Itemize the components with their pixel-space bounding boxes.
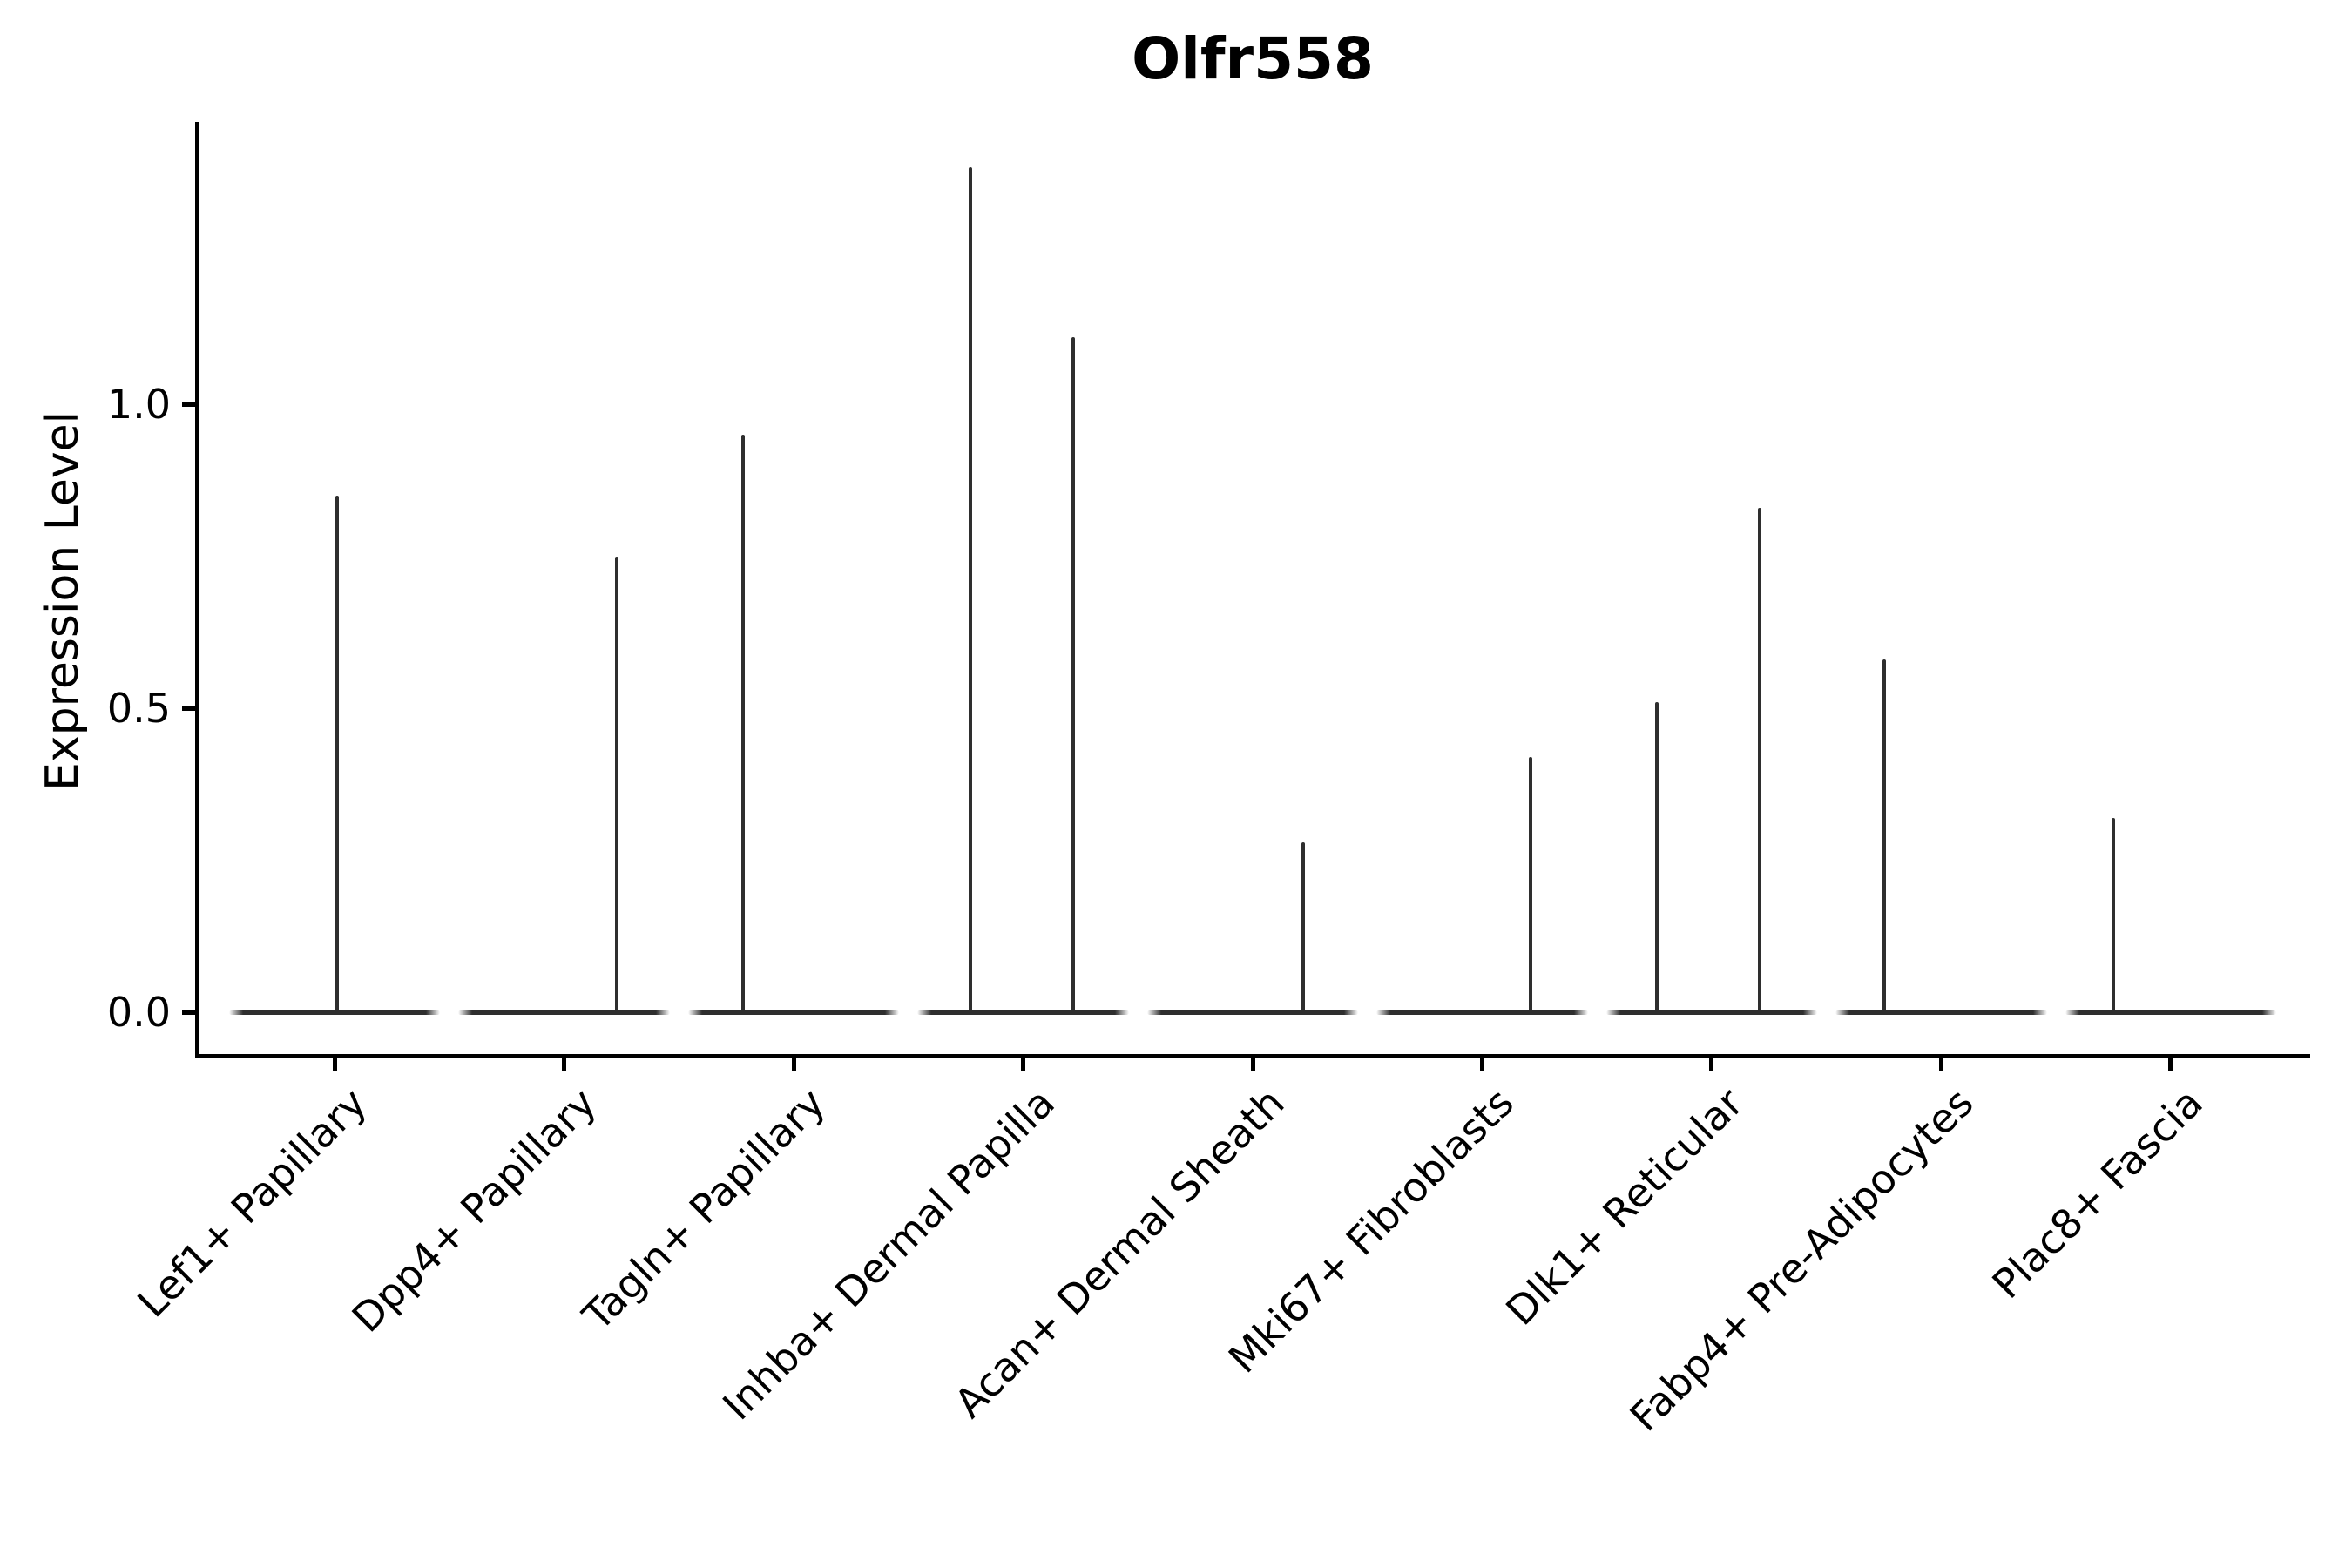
x-axis-tick (1709, 1058, 1714, 1071)
y-axis-tick-label: 0.5 (106, 685, 171, 732)
x-axis-tick (1021, 1058, 1026, 1071)
violin-base (1835, 1010, 2047, 1015)
x-axis-spine (195, 1054, 2310, 1058)
violin-spike (1528, 756, 1532, 1012)
violin-spike (1301, 841, 1305, 1012)
y-axis-label: Expression Level (37, 410, 89, 792)
violin-spike (615, 556, 619, 1012)
violin-spike (1071, 337, 1076, 1012)
y-axis-tick (182, 1010, 196, 1015)
violin-base (687, 1010, 900, 1015)
violin-base (2065, 1010, 2277, 1015)
x-axis-tick (1938, 1058, 1943, 1071)
x-axis-tick (2168, 1058, 2173, 1071)
x-axis-tick (791, 1058, 796, 1071)
violin-base (1605, 1010, 1818, 1015)
x-axis-tick (1479, 1058, 1484, 1071)
x-axis-tick (1250, 1058, 1255, 1071)
y-axis-spine (195, 122, 199, 1058)
violin-spike (2112, 817, 2116, 1012)
violin-spike (741, 434, 746, 1012)
violin-spike (1758, 507, 1762, 1012)
x-axis-tick-label: Dlk1+ Reticular (1497, 1078, 1753, 1335)
violin-spike (1882, 659, 1886, 1012)
x-axis-tick (562, 1058, 567, 1071)
y-axis-tick (182, 402, 196, 407)
y-axis-tick (182, 706, 196, 711)
violin-base (458, 1010, 670, 1015)
violin-base (917, 1010, 1129, 1015)
x-axis-tick-label: Plac8+ Fascia (1983, 1078, 2212, 1308)
x-axis-tick-label: Lef1+ Papillary (127, 1078, 375, 1327)
violin-spike (335, 495, 339, 1012)
y-axis-tick-label: 1.0 (106, 381, 171, 428)
violin-base (228, 1010, 441, 1015)
violin-base (1376, 1010, 1588, 1015)
x-axis-tick-label: Dpp4+ Papillary (342, 1078, 605, 1342)
x-axis-tick-label: Tagln+ Papillary (573, 1078, 835, 1340)
violin-spike (1654, 702, 1659, 1012)
chart-title: Olfr558 (1132, 25, 1374, 92)
violin-spike (968, 166, 972, 1012)
y-axis-tick-label: 0.0 (106, 989, 171, 1036)
x-axis-tick (332, 1058, 337, 1071)
violin-base (1146, 1010, 1359, 1015)
